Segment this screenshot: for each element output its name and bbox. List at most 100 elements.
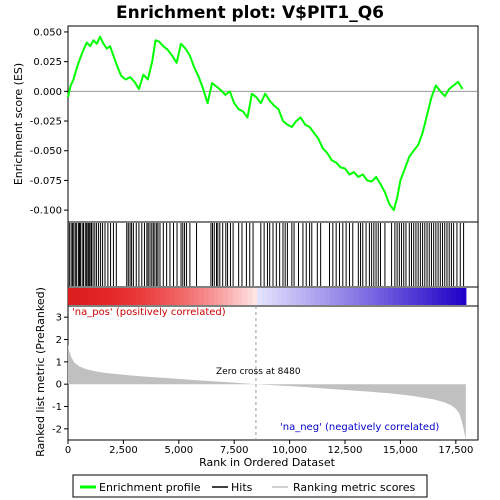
- rank-bar-segment: [92, 288, 98, 305]
- hits-series: [68, 223, 465, 286]
- rank-bar-segment: [329, 288, 336, 305]
- rank-bar-segment: [101, 288, 108, 305]
- rank-bar-segment: [223, 288, 229, 305]
- ranking-metric-area: [68, 344, 466, 440]
- rank-bar-segment: [155, 288, 161, 305]
- rank-bar-segment: [325, 288, 331, 305]
- metric-y-tick-label: 2: [56, 335, 62, 346]
- rank-bar-segment: [218, 288, 224, 305]
- metric-y-axis-label: Ranked list metric (PreRanked): [34, 287, 47, 457]
- es-y-axis-label: Enrichment score (ES): [12, 63, 25, 185]
- rank-bar-segment: [383, 288, 389, 305]
- rank-bar-segment: [397, 288, 404, 305]
- rank-bar-segment: [232, 288, 239, 305]
- x-tick-label: 2,500: [109, 445, 138, 456]
- rank-bar-segment: [431, 288, 438, 305]
- rank-bar-segment: [373, 288, 380, 305]
- metric-y-tick-label: -1: [52, 402, 62, 413]
- rank-bar-segment: [189, 288, 195, 305]
- rank-bar-segment: [315, 288, 321, 305]
- legend-metric-label: Ranking metric scores: [293, 481, 415, 494]
- metric-y-tick-label: 1: [56, 357, 62, 368]
- rank-bar-segment: [194, 288, 200, 305]
- rank-bar-segment: [247, 288, 253, 305]
- rank-bar-segment: [363, 288, 370, 305]
- chart-title: Enrichment plot: V$PIT1_Q6: [116, 3, 384, 23]
- zero-cross-label: Zero cross at 8480: [216, 367, 301, 377]
- rank-bar-segment: [368, 288, 375, 305]
- rank-bar-segment: [359, 288, 365, 305]
- rank-bar-segment: [131, 288, 137, 305]
- rank-bar-segment: [441, 288, 448, 305]
- rank-bar-segment: [291, 288, 297, 305]
- rank-bar-segment: [451, 288, 457, 305]
- x-tick-label: 15,000: [383, 445, 418, 456]
- rank-bar-segment: [271, 288, 278, 305]
- metric-y-tick-label: 0: [56, 380, 62, 391]
- rank-bar-segment: [203, 288, 210, 305]
- rank-bar-segment: [281, 288, 287, 305]
- rank-bar-segment: [422, 288, 428, 305]
- rank-bar-segment: [320, 288, 326, 305]
- rank-bar-segment: [72, 288, 79, 305]
- rank-bar-segment: [446, 288, 452, 305]
- rank-bar-segment: [344, 288, 350, 305]
- enrichment-profile-series: [67, 35, 464, 212]
- rank-bar-segment: [339, 288, 346, 305]
- negative-correlation-label: 'na_neg' (negatively correlated): [280, 422, 439, 433]
- rank-bar-segment: [242, 288, 249, 305]
- rank-bar-segment: [417, 288, 423, 305]
- rank-bar-segment: [150, 288, 156, 305]
- x-tick-label: 5,000: [164, 445, 193, 456]
- rank-bar-segment: [266, 288, 273, 305]
- es-y-tick-label: -0.050: [30, 146, 62, 157]
- rank-bar-segment: [165, 288, 171, 305]
- x-axis-ticks: 0 2,500 5,000 7,500 10,000 12,500 15,000 17,500: [65, 440, 473, 456]
- rank-bar-segment: [111, 288, 118, 305]
- rank-bar-segment: [334, 288, 341, 305]
- rank-bar-segment: [121, 288, 127, 305]
- rank-bar-segment: [145, 288, 152, 305]
- rank-bar-segment: [388, 288, 394, 305]
- es-y-ticks: 0.050 0.025 0.000 -0.025 -0.050 -0.075 -0.100: [30, 27, 68, 217]
- metric-y-tick-label: -2: [52, 424, 62, 435]
- ranked-metric-series: [68, 306, 466, 440]
- rank-bar-segment: [436, 288, 443, 305]
- rank-bar-segment: [97, 288, 103, 305]
- rank-color-bar: [68, 288, 467, 305]
- rank-bar-segment: [82, 288, 89, 305]
- x-tick-label: 0: [65, 445, 71, 456]
- rank-bar-segment: [296, 288, 302, 305]
- rank-bar-segment: [286, 288, 292, 305]
- x-axis-label: Rank in Ordered Dataset: [199, 456, 336, 469]
- rank-bar-segment: [77, 288, 84, 305]
- rank-bar-segment: [213, 288, 219, 305]
- rank-bar-segment: [262, 288, 268, 305]
- rank-bar-segment: [354, 288, 360, 305]
- legend-box: [72, 474, 428, 498]
- es-y-tick-label: 0.000: [33, 87, 62, 98]
- rank-bar-segment: [116, 288, 122, 305]
- legend-hits-label: Hits: [231, 481, 253, 494]
- rank-bar-segment: [349, 288, 355, 305]
- rank-bar-segment: [106, 288, 113, 305]
- x-tick-label: 17,500: [438, 445, 473, 456]
- es-y-tick-label: 0.025: [33, 57, 62, 68]
- x-tick-label: 10,000: [272, 445, 307, 456]
- rank-bar-segment: [310, 288, 317, 305]
- rank-bar-segment: [252, 288, 258, 305]
- rank-bar-segment: [68, 288, 74, 305]
- rank-bar-segment: [427, 288, 433, 305]
- rank-bar-segment: [228, 288, 234, 305]
- rank-bar-segment: [460, 288, 467, 305]
- es-y-tick-label: -0.025: [30, 117, 62, 128]
- rank-bar-segment: [402, 288, 409, 305]
- rank-bar-segment: [378, 288, 384, 305]
- rank-bar-segment: [184, 288, 190, 305]
- rank-bar-segment: [87, 288, 93, 305]
- metric-y-tick-label: 3: [56, 313, 62, 324]
- rank-bar-segment: [305, 288, 312, 305]
- rank-bar-segment: [300, 288, 307, 305]
- metric-y-ticks: 3 2 1 0 -1 -2: [52, 313, 68, 435]
